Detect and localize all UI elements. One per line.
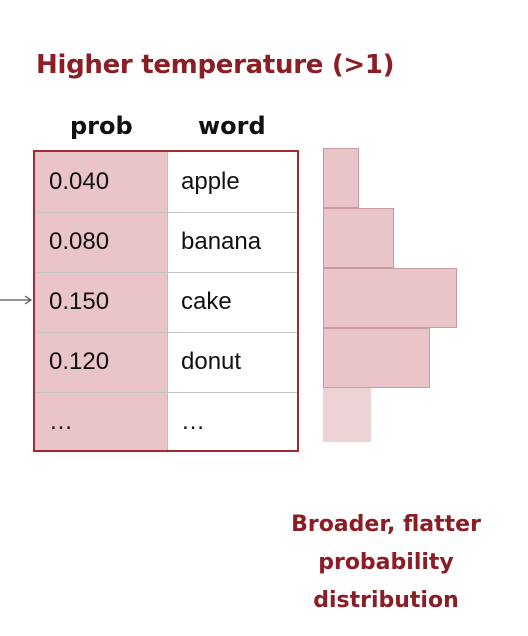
prob-column-header: prob	[70, 112, 133, 140]
caption-line: distribution	[313, 588, 459, 613]
histogram-bar	[323, 388, 371, 442]
word-cell: banana	[181, 228, 262, 255]
word-cell: apple	[181, 168, 240, 195]
pointer-arrow-icon	[0, 295, 33, 305]
word-cell: cake	[181, 288, 232, 315]
row-divider	[35, 332, 297, 333]
table-row: 0.120 donut	[35, 332, 297, 393]
word-cell: …	[181, 408, 205, 435]
prob-column-shading	[35, 152, 167, 450]
table-row: 0.150 cake	[35, 272, 297, 333]
histogram-bar	[323, 268, 457, 328]
caption-line: Broader, flatter	[291, 512, 481, 537]
caption: Broader, flatter probability distributio…	[286, 506, 486, 620]
prob-cell: 0.120	[49, 348, 110, 375]
row-divider	[35, 272, 297, 273]
prob-cell: 0.150	[49, 288, 110, 315]
column-divider	[167, 152, 168, 450]
prob-cell: 0.080	[49, 228, 110, 255]
table-row: … …	[35, 392, 297, 452]
table-row: 0.040 apple	[35, 152, 297, 213]
prob-cell: …	[49, 408, 73, 435]
histogram-bar	[323, 208, 394, 268]
probability-histogram	[323, 148, 463, 452]
row-divider	[35, 212, 297, 213]
word-column-header: word	[198, 112, 266, 140]
prob-cell: 0.040	[49, 168, 110, 195]
table-row: 0.080 banana	[35, 212, 297, 273]
probability-table: 0.040 apple 0.080 banana 0.150 cake 0.12…	[33, 150, 299, 452]
caption-line: probability	[318, 550, 454, 575]
histogram-bar	[323, 328, 430, 388]
histogram-bar	[323, 148, 359, 208]
word-cell: donut	[181, 348, 242, 375]
slide-title: Higher temperature (>1)	[36, 50, 395, 80]
row-divider	[35, 392, 297, 393]
